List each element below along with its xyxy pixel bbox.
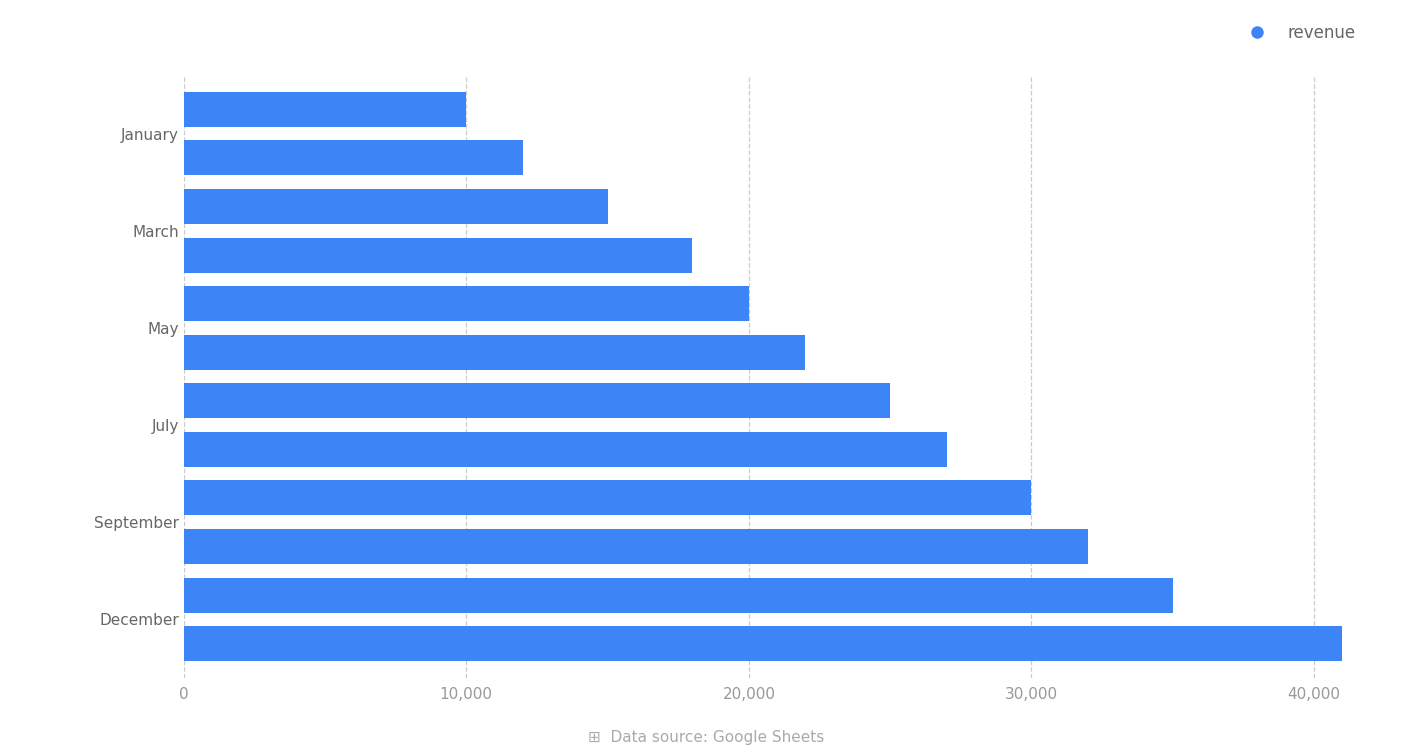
Legend: revenue: revenue [1234, 17, 1362, 49]
Bar [184, 237, 692, 273]
Bar [184, 432, 947, 467]
Bar [184, 189, 608, 224]
Text: ⊞  Data source: Google Sheets: ⊞ Data source: Google Sheets [588, 730, 825, 745]
Bar [184, 626, 1342, 661]
Bar [184, 529, 1088, 564]
Bar [184, 335, 805, 370]
Bar [184, 578, 1173, 613]
Bar [184, 92, 466, 127]
Bar [184, 286, 749, 321]
Bar [184, 480, 1031, 516]
Bar [184, 383, 890, 418]
Bar [184, 140, 523, 175]
